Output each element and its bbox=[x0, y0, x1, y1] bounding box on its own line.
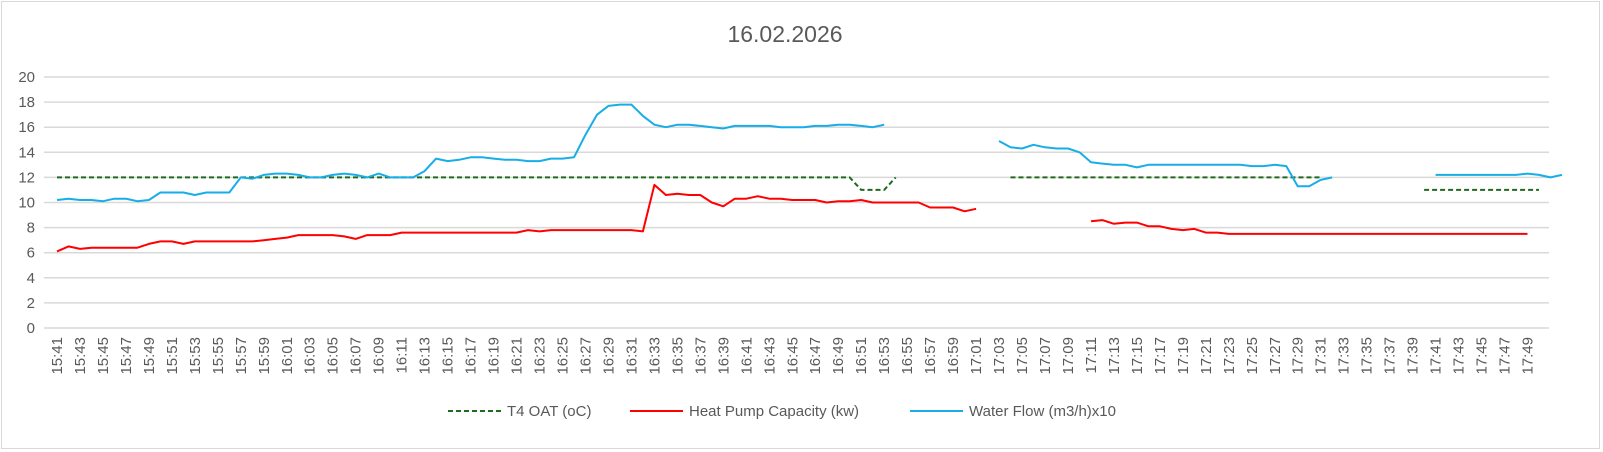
series-line-heat-pump-capacity-kw bbox=[56, 183, 977, 253]
x-tick-label: 17:17 bbox=[1152, 337, 1169, 375]
x-tick-label: 17:41 bbox=[1428, 337, 1445, 375]
x-tick-label: 16:11 bbox=[394, 337, 411, 373]
x-tick-label: 16:33 bbox=[646, 337, 663, 375]
x-tick-label: 17:21 bbox=[1198, 337, 1215, 375]
x-tick-label: 16:53 bbox=[876, 337, 893, 375]
series-line-water-flow-m3-h-x10 bbox=[998, 140, 1333, 188]
x-tick-label: 17:07 bbox=[1037, 337, 1054, 375]
legend-label-heat-pump-capacity: Heat Pump Capacity (kw) bbox=[689, 403, 859, 420]
x-tick-label: 15:55 bbox=[210, 337, 227, 375]
x-tick-label: 15:43 bbox=[72, 337, 89, 375]
x-tick-label: 17:45 bbox=[1474, 337, 1491, 375]
x-tick-label: 16:35 bbox=[669, 337, 686, 375]
x-tick-label: 15:51 bbox=[164, 337, 181, 375]
x-tick-label: 16:25 bbox=[554, 337, 571, 375]
x-tick-label: 16:19 bbox=[486, 337, 503, 375]
x-tick-label: 15:57 bbox=[233, 337, 250, 375]
x-tick-label: 16:29 bbox=[600, 337, 617, 375]
x-tick-label: 17:05 bbox=[1014, 337, 1031, 375]
x-tick-label: 15:45 bbox=[95, 337, 112, 375]
x-tick-label: 16:15 bbox=[440, 337, 457, 375]
x-tick-label: 16:51 bbox=[853, 337, 870, 375]
x-tick-label: 16:31 bbox=[623, 337, 640, 375]
x-tick-label: 16:05 bbox=[325, 337, 342, 375]
x-tick-label: 16:13 bbox=[417, 337, 434, 375]
x-tick-label: 16:45 bbox=[784, 337, 801, 375]
y-tick-label: 10 bbox=[18, 195, 35, 212]
y-tick-label: 6 bbox=[27, 245, 35, 262]
gridlines bbox=[44, 76, 1549, 329]
x-tick-label: 15:47 bbox=[118, 337, 135, 375]
x-tick-label: 16:55 bbox=[899, 337, 916, 375]
y-tick-label: 18 bbox=[18, 94, 35, 111]
x-tick-label: 16:21 bbox=[509, 337, 526, 375]
x-tick-label: 16:09 bbox=[371, 337, 388, 375]
x-tick-label: 17:15 bbox=[1129, 337, 1146, 375]
legend-label-t4-oat: T4 OAT (oC) bbox=[507, 403, 591, 420]
y-tick-label: 12 bbox=[18, 169, 35, 186]
series-line-water-flow-m3-h-x10 bbox=[1435, 172, 1563, 179]
x-tick-label: 17:37 bbox=[1382, 337, 1399, 375]
legend: T4 OAT (oC) Heat Pump Capacity (kw) Wate… bbox=[448, 403, 1116, 420]
legend-label-water-flow: Water Flow (m3/h)x10 bbox=[969, 403, 1116, 420]
x-tick-label: 17:03 bbox=[991, 337, 1008, 375]
x-tick-label: 17:13 bbox=[1106, 337, 1123, 375]
x-tick-label: 17:47 bbox=[1497, 337, 1514, 375]
y-tick-label: 8 bbox=[27, 220, 35, 237]
series-lines bbox=[56, 103, 1563, 253]
x-tick-label: 15:49 bbox=[141, 337, 158, 375]
x-tick-label: 16:59 bbox=[945, 337, 962, 375]
series-line-water-flow-m3-h-x10 bbox=[56, 103, 885, 203]
y-tick-label: 0 bbox=[27, 320, 35, 337]
x-tick-label: 17:31 bbox=[1313, 337, 1330, 375]
series-line-t4-oat-oc bbox=[57, 176, 897, 191]
x-axis-ticks: 15:41 15:43 15:45 15:47 15:49 15:51 15:53 15:55… bbox=[49, 337, 1537, 375]
chart-title: 16.02.2026 bbox=[727, 21, 842, 47]
y-tick-label: 2 bbox=[27, 295, 35, 312]
x-tick-label: 17:19 bbox=[1175, 337, 1192, 375]
x-tick-label: 16:07 bbox=[348, 337, 365, 375]
x-tick-label: 17:49 bbox=[1520, 337, 1537, 375]
x-tick-label: 15:53 bbox=[187, 337, 204, 375]
x-tick-label: 17:27 bbox=[1267, 337, 1284, 375]
series-line-heat-pump-capacity-kw bbox=[1090, 219, 1528, 235]
y-tick-label: 4 bbox=[27, 270, 35, 287]
x-tick-label: 17:39 bbox=[1405, 337, 1422, 375]
x-tick-label: 17:43 bbox=[1451, 337, 1468, 375]
x-tick-label: 17:33 bbox=[1336, 337, 1353, 375]
x-tick-label: 17:25 bbox=[1244, 337, 1261, 375]
x-tick-label: 17:01 bbox=[968, 337, 985, 375]
x-tick-label: 17:29 bbox=[1290, 337, 1307, 375]
y-tick-label: 16 bbox=[18, 119, 35, 136]
x-tick-label: 16:49 bbox=[830, 337, 847, 375]
y-tick-label: 14 bbox=[18, 144, 35, 161]
x-tick-label: 17:35 bbox=[1359, 337, 1376, 375]
x-tick-label: 17:11 bbox=[1083, 337, 1100, 373]
x-tick-label: 16:03 bbox=[302, 337, 319, 375]
y-axis-ticks: 0 2 4 6 8 10 12 14 16 18 20 bbox=[18, 69, 35, 337]
x-tick-label: 16:39 bbox=[715, 337, 732, 375]
x-tick-label: 16:43 bbox=[761, 337, 778, 375]
x-tick-label: 17:23 bbox=[1221, 337, 1238, 375]
y-tick-label: 20 bbox=[18, 69, 35, 86]
x-tick-label: 15:59 bbox=[256, 337, 273, 375]
x-tick-label: 16:37 bbox=[692, 337, 709, 375]
x-tick-label: 16:23 bbox=[532, 337, 549, 375]
x-tick-label: 17:09 bbox=[1060, 337, 1077, 375]
x-tick-label: 16:17 bbox=[463, 337, 480, 375]
x-tick-label: 16:47 bbox=[807, 337, 824, 375]
x-tick-label: 16:57 bbox=[922, 337, 939, 375]
x-tick-label: 16:01 bbox=[279, 337, 296, 375]
x-tick-label: 16:27 bbox=[577, 337, 594, 375]
x-tick-label: 15:41 bbox=[49, 337, 66, 375]
x-tick-label: 16:41 bbox=[738, 337, 755, 375]
